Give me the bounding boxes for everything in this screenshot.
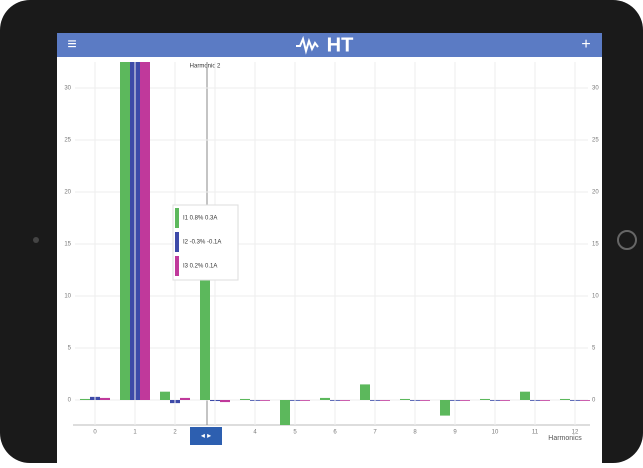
- x-tick-label: 11: [532, 430, 539, 436]
- tooltip-box: [172, 204, 239, 281]
- x-tick-label: 4: [253, 430, 257, 436]
- logo-wave: [296, 35, 319, 55]
- y-tick-label: 10: [592, 294, 599, 300]
- bar: [540, 400, 550, 401]
- header-bar: [57, 33, 602, 57]
- x-tick-label: 9: [453, 430, 457, 436]
- x-tick-label: 8: [413, 430, 417, 436]
- bar: [80, 398, 90, 400]
- bar: [460, 400, 470, 401]
- tooltip-line: I1 0.8% 0.3A: [183, 216, 217, 222]
- bar: [300, 400, 310, 401]
- x-tick-label: 0: [93, 430, 97, 436]
- y-tick-label: 5: [592, 346, 596, 352]
- camera: [33, 237, 39, 243]
- y-tick-label: 15: [64, 242, 71, 248]
- menu-button[interactable]: ≡: [67, 36, 76, 53]
- tooltip: I1 0.8% 0.3A I2 -0.3% -0.1A I3 0.2% 0.1A: [172, 204, 239, 281]
- bar: [280, 400, 290, 425]
- chart-title: Harmonic 2: [190, 64, 221, 70]
- tooltip-line: I3 0.2% 0.1A: [183, 264, 217, 270]
- bar: [380, 400, 390, 401]
- bar: [520, 391, 530, 400]
- nav-button[interactable]: [190, 427, 222, 445]
- bar: [260, 400, 270, 401]
- tooltip-swatch: [175, 256, 179, 276]
- tooltip-swatch: [175, 208, 179, 228]
- bar: [560, 398, 570, 400]
- add-button[interactable]: +: [581, 36, 590, 53]
- bar: [400, 398, 410, 400]
- bar: [340, 400, 350, 401]
- tooltip-swatch: [175, 232, 179, 252]
- y-tick-label: 30: [64, 86, 71, 92]
- y-tick-label: 10: [64, 294, 71, 300]
- bar: [440, 400, 450, 416]
- bar: [320, 397, 330, 400]
- x-tick-label: 6: [333, 430, 337, 436]
- bar: [420, 400, 430, 401]
- x-tick-label: 2: [173, 430, 177, 436]
- logo: HT: [327, 34, 354, 56]
- bar: [120, 62, 130, 400]
- y-tick-label: 30: [592, 86, 599, 92]
- y-tick-label: 25: [592, 138, 599, 144]
- bar: [240, 398, 250, 400]
- bar: [360, 384, 370, 400]
- x-tick-label: 7: [373, 430, 377, 436]
- x-tick-label: 1: [133, 430, 137, 436]
- y-tick-label: 20: [592, 190, 599, 196]
- x-tick-label: 10: [492, 430, 499, 436]
- bar: [100, 397, 110, 400]
- home-button: [617, 230, 637, 250]
- y-tick-label: 0: [68, 398, 72, 404]
- bar: [180, 397, 190, 400]
- plot: 0055101015152020252530300123456789101112: [64, 62, 599, 436]
- x-axis-label: Harmonics: [548, 435, 582, 442]
- nav-button-label[interactable]: ◂ ▸: [201, 431, 211, 440]
- y-tick-label: 15: [592, 242, 599, 248]
- y-tick-label: 20: [64, 190, 71, 196]
- x-tick-label: 12: [572, 430, 579, 436]
- bar: [220, 400, 230, 403]
- y-tick-label: 5: [68, 346, 72, 352]
- bar: [200, 275, 210, 400]
- bar: [160, 391, 170, 400]
- x-tick-label: 5: [293, 430, 297, 436]
- bar: [580, 400, 590, 401]
- tooltip-line: I2 -0.3% -0.1A: [183, 240, 221, 246]
- bar: [500, 400, 510, 401]
- bar: [140, 62, 150, 400]
- y-tick-label: 25: [64, 138, 71, 144]
- bar: [480, 398, 490, 400]
- y-tick-label: 0: [592, 398, 596, 404]
